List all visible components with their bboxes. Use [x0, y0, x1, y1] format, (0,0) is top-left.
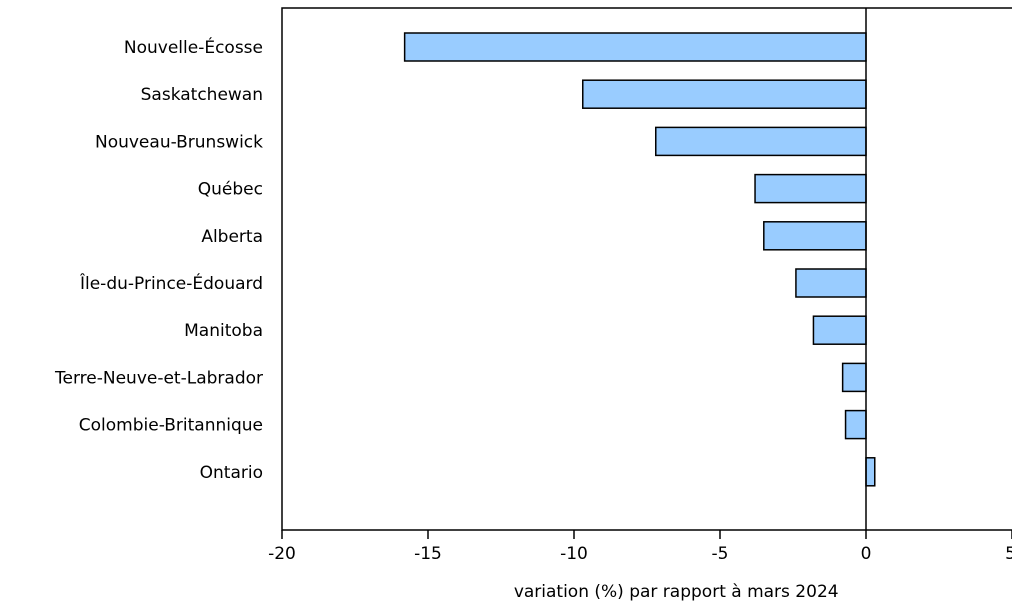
category-label: Nouvelle-Écosse: [124, 36, 263, 58]
bar: [844, 409, 867, 440]
bar: [795, 268, 867, 298]
category-labels: Nouvelle-Écosse Saskatchewan Nouveau-Bruns…: [54, 36, 263, 483]
bar: [754, 173, 867, 204]
bar: [763, 221, 867, 251]
x-tick-label: -15: [414, 544, 442, 564]
category-label: Colombie-Britannique: [79, 416, 263, 436]
x-tick-label: 5: [1005, 544, 1012, 564]
bars-group: [403, 32, 876, 487]
category-label: Terre-Neuve-et-Labrador: [54, 368, 263, 388]
x-tick-label: 0: [861, 544, 872, 564]
x-tick-label: -5: [712, 544, 729, 564]
bar: [812, 315, 867, 345]
plot-frame: [281, 7, 1012, 531]
category-label: Ontario: [200, 463, 263, 483]
category-label: Île-du-Prince-Édouard: [79, 272, 263, 294]
category-label: Nouveau-Brunswick: [95, 132, 263, 152]
x-axis-title: variation (%) par rapport à mars 2024: [514, 582, 839, 602]
bar: [582, 79, 867, 109]
category-label: Saskatchewan: [141, 85, 263, 105]
bar: [655, 126, 867, 157]
category-label: Québec: [198, 180, 263, 200]
bar: [841, 362, 867, 393]
x-tick-label: -20: [268, 544, 296, 564]
x-axis-ticks: -20 -15 -10 -5 0 5: [268, 530, 1012, 564]
bar: [865, 457, 876, 487]
category-label: Manitoba: [184, 321, 263, 341]
x-tick-label: -10: [560, 544, 588, 564]
bar: [403, 32, 867, 62]
category-label: Alberta: [201, 227, 263, 247]
